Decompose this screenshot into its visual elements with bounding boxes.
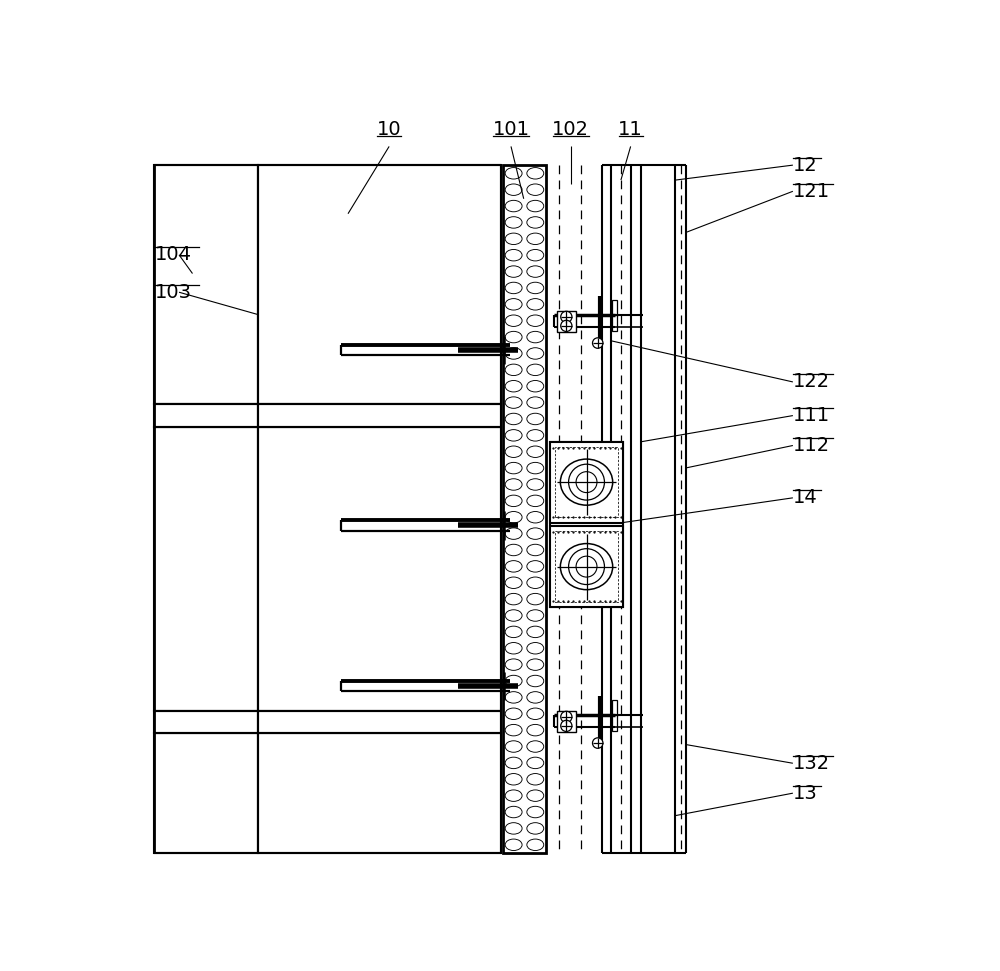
Text: 103: 103	[155, 283, 192, 302]
Bar	[258, 711, 501, 733]
Text: 14: 14	[793, 488, 818, 507]
Bar	[258, 404, 501, 427]
Bar	[555, 447, 618, 518]
Bar	[258, 404, 501, 427]
Bar	[154, 427, 258, 711]
Bar	[612, 715, 617, 731]
Bar	[258, 165, 501, 404]
Bar	[154, 404, 258, 427]
Text: 104: 104	[155, 246, 192, 264]
Bar	[612, 315, 617, 331]
Bar	[154, 711, 258, 733]
Text: 112: 112	[793, 436, 830, 455]
Bar	[154, 404, 258, 427]
Bar	[154, 165, 258, 404]
Bar	[258, 427, 501, 711]
Bar	[550, 526, 623, 607]
Text: 13: 13	[793, 784, 818, 803]
Text: 101: 101	[493, 120, 530, 139]
Text: 111: 111	[793, 406, 830, 425]
Text: 122: 122	[793, 373, 830, 391]
Circle shape	[561, 312, 572, 322]
Bar	[557, 311, 576, 332]
Bar	[154, 165, 258, 404]
Bar	[503, 165, 546, 853]
Text: 11: 11	[618, 120, 643, 139]
Bar	[612, 700, 617, 717]
Bar	[154, 733, 258, 853]
Bar	[612, 300, 617, 317]
Bar	[258, 427, 501, 711]
Circle shape	[561, 320, 572, 331]
Bar	[258, 165, 501, 404]
Circle shape	[593, 338, 603, 349]
Bar	[550, 442, 623, 607]
Text: 121: 121	[793, 182, 830, 201]
Bar	[154, 427, 258, 711]
Bar	[557, 711, 576, 732]
Bar	[258, 733, 501, 853]
Bar	[555, 531, 618, 602]
Bar	[550, 442, 623, 522]
Bar	[154, 711, 258, 733]
Circle shape	[561, 720, 572, 731]
Circle shape	[561, 712, 572, 722]
Bar	[258, 733, 501, 853]
Text: 12: 12	[793, 155, 818, 175]
Text: 102: 102	[552, 120, 589, 139]
Text: 132: 132	[793, 753, 830, 773]
Text: 10: 10	[377, 120, 401, 139]
Bar	[258, 711, 501, 733]
Circle shape	[593, 738, 603, 749]
Bar	[154, 733, 258, 853]
